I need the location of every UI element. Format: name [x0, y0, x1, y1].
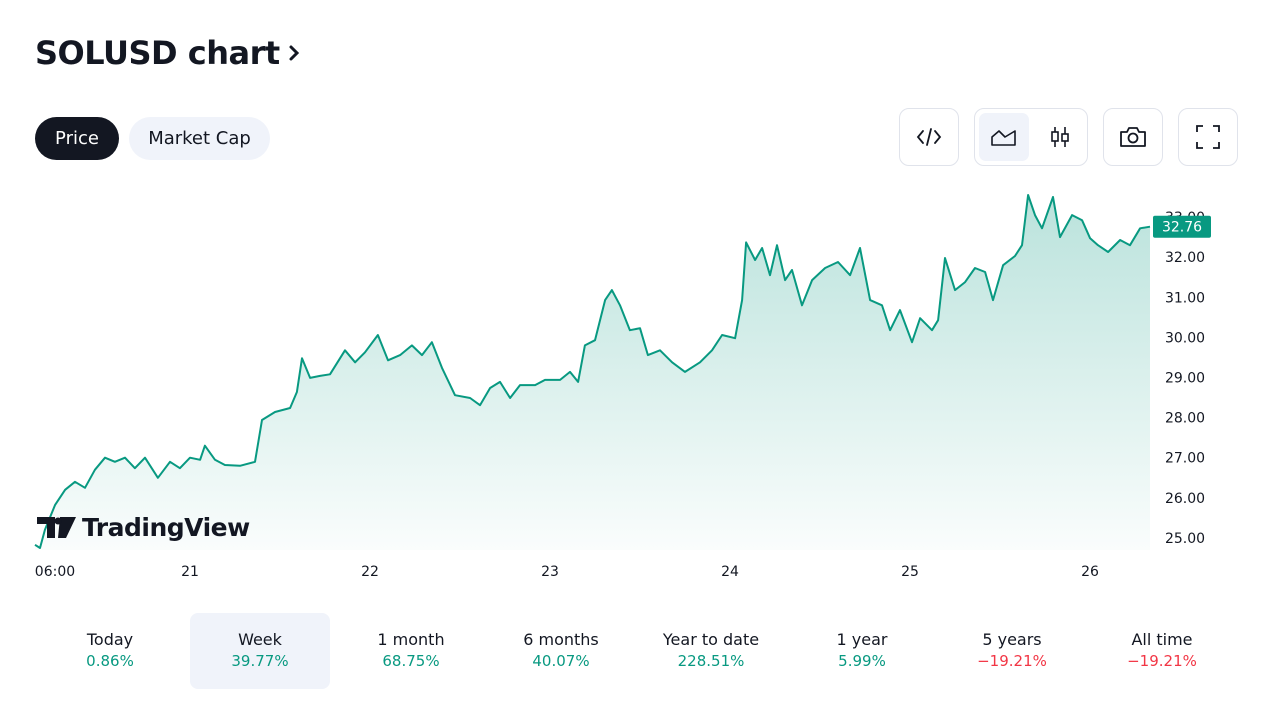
- y-tick-label: 32.00: [1165, 250, 1205, 266]
- period-change: 40.07%: [532, 652, 590, 670]
- y-tick-label: 27.00: [1165, 451, 1205, 467]
- period-change: 39.77%: [231, 652, 289, 670]
- x-tick-label: 26: [1081, 564, 1099, 580]
- x-tick-label: 24: [721, 564, 739, 580]
- last-price-badge: [1153, 215, 1211, 238]
- x-tick-label: 06:00: [35, 564, 75, 580]
- y-tick-label: 31.00: [1165, 290, 1205, 306]
- y-tick-label: 26.00: [1165, 491, 1205, 507]
- period-change: 0.86%: [86, 652, 134, 670]
- area-icon: [991, 130, 1016, 146]
- period-change: 68.75%: [382, 652, 440, 670]
- chart-style-group: [974, 108, 1088, 166]
- period-label: Year to date: [662, 630, 760, 649]
- period-button[interactable]: Year to date 228.51%: [641, 613, 781, 689]
- period-change: 228.51%: [677, 652, 745, 670]
- period-label: 1 month: [377, 630, 445, 649]
- embed-button[interactable]: [899, 108, 959, 166]
- watermark-icon: [37, 517, 76, 538]
- y-tick-label: 29.00: [1165, 371, 1205, 387]
- embed-icon: [916, 128, 942, 146]
- fullscreen-button[interactable]: [1178, 108, 1238, 166]
- area-style-button[interactable]: [979, 113, 1029, 161]
- period-label: 6 months: [523, 630, 599, 649]
- period-change: −19.21%: [1127, 652, 1197, 670]
- tab-market-cap[interactable]: Market Cap: [129, 117, 270, 160]
- area: [35, 195, 1150, 550]
- title: SOLUSD chart: [35, 34, 280, 72]
- period-button[interactable]: All time −19.21%: [1092, 613, 1232, 689]
- watermark-logo: TradingView: [37, 513, 251, 542]
- title-link[interactable]: SOLUSD chart: [35, 34, 304, 72]
- period-label: Today: [86, 630, 134, 649]
- period-button[interactable]: 1 month 68.75%: [341, 613, 481, 689]
- period-button[interactable]: 5 years −19.21%: [942, 613, 1082, 689]
- candle-style-button[interactable]: [1035, 113, 1085, 161]
- tab-price[interactable]: Price: [35, 117, 119, 160]
- camera-icon: [1120, 127, 1146, 147]
- snapshot-button[interactable]: [1103, 108, 1163, 166]
- period-label: All time: [1131, 630, 1193, 649]
- candle-icon: [1051, 127, 1069, 147]
- period-button[interactable]: 6 months 40.07%: [491, 613, 631, 689]
- period-change: −19.21%: [977, 652, 1047, 670]
- watermark-dot: [54, 517, 62, 525]
- chart: 25.00 26.00 27.00 28.00 29.00 30.00 31.00 32.00…: [34, 194, 1211, 580]
- watermark-text: TradingView: [82, 513, 250, 542]
- period-label: Week: [238, 630, 282, 649]
- price-line: [34, 194, 1151, 549]
- fullscreen-icon: [1196, 125, 1220, 149]
- period-label: 1 year: [836, 630, 888, 649]
- x-tick-label: 23: [541, 564, 559, 580]
- y-tick-label: 25.00: [1165, 531, 1205, 547]
- x-tick-label: 25: [901, 564, 919, 580]
- last-price-label: 32.76: [1162, 220, 1202, 236]
- period-label: 5 years: [982, 630, 1042, 649]
- y-tick-label: 30.00: [1165, 330, 1205, 346]
- period-button[interactable]: Week 39.77%: [190, 613, 330, 689]
- y-tick-label: 28.00: [1165, 411, 1205, 427]
- chevron-icon: [289, 45, 299, 61]
- x-tick-label: 22: [361, 564, 379, 580]
- period-change: 5.99%: [838, 652, 886, 670]
- x-tick-label: 21: [181, 564, 199, 580]
- period-button[interactable]: Today 0.86%: [40, 613, 180, 689]
- period-button[interactable]: 1 year 5.99%: [792, 613, 932, 689]
